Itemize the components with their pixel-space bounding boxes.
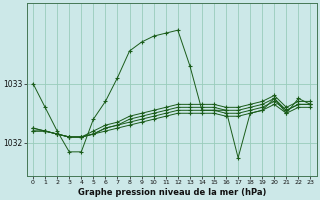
X-axis label: Graphe pression niveau de la mer (hPa): Graphe pression niveau de la mer (hPa)	[77, 188, 266, 197]
